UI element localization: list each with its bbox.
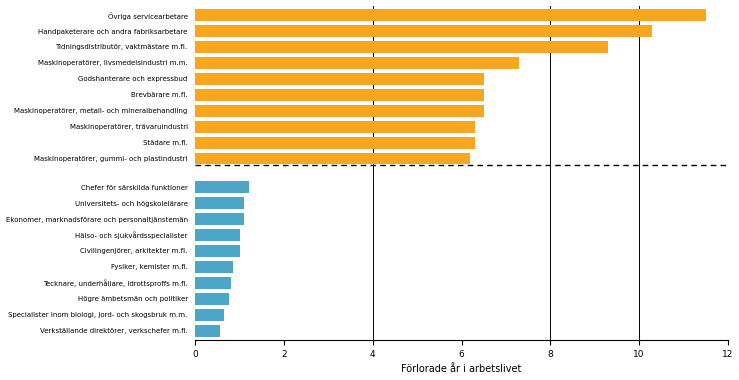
Bar: [195, 245, 239, 257]
Bar: [195, 229, 239, 241]
Bar: [195, 105, 484, 117]
Bar: [195, 152, 471, 165]
Bar: [195, 9, 706, 21]
Bar: [195, 309, 224, 321]
Bar: [195, 181, 248, 193]
Bar: [195, 73, 484, 85]
Bar: [195, 293, 228, 305]
Bar: [195, 25, 653, 37]
Bar: [195, 41, 608, 53]
X-axis label: Förlorade år i arbetslivet: Förlorade år i arbetslivet: [401, 364, 522, 374]
Bar: [195, 137, 475, 149]
Bar: [195, 213, 244, 225]
Bar: [195, 325, 219, 337]
Bar: [195, 89, 484, 101]
Bar: [195, 121, 475, 133]
Bar: [195, 197, 244, 209]
Bar: [195, 261, 233, 273]
Bar: [195, 57, 520, 69]
Bar: [195, 277, 231, 289]
